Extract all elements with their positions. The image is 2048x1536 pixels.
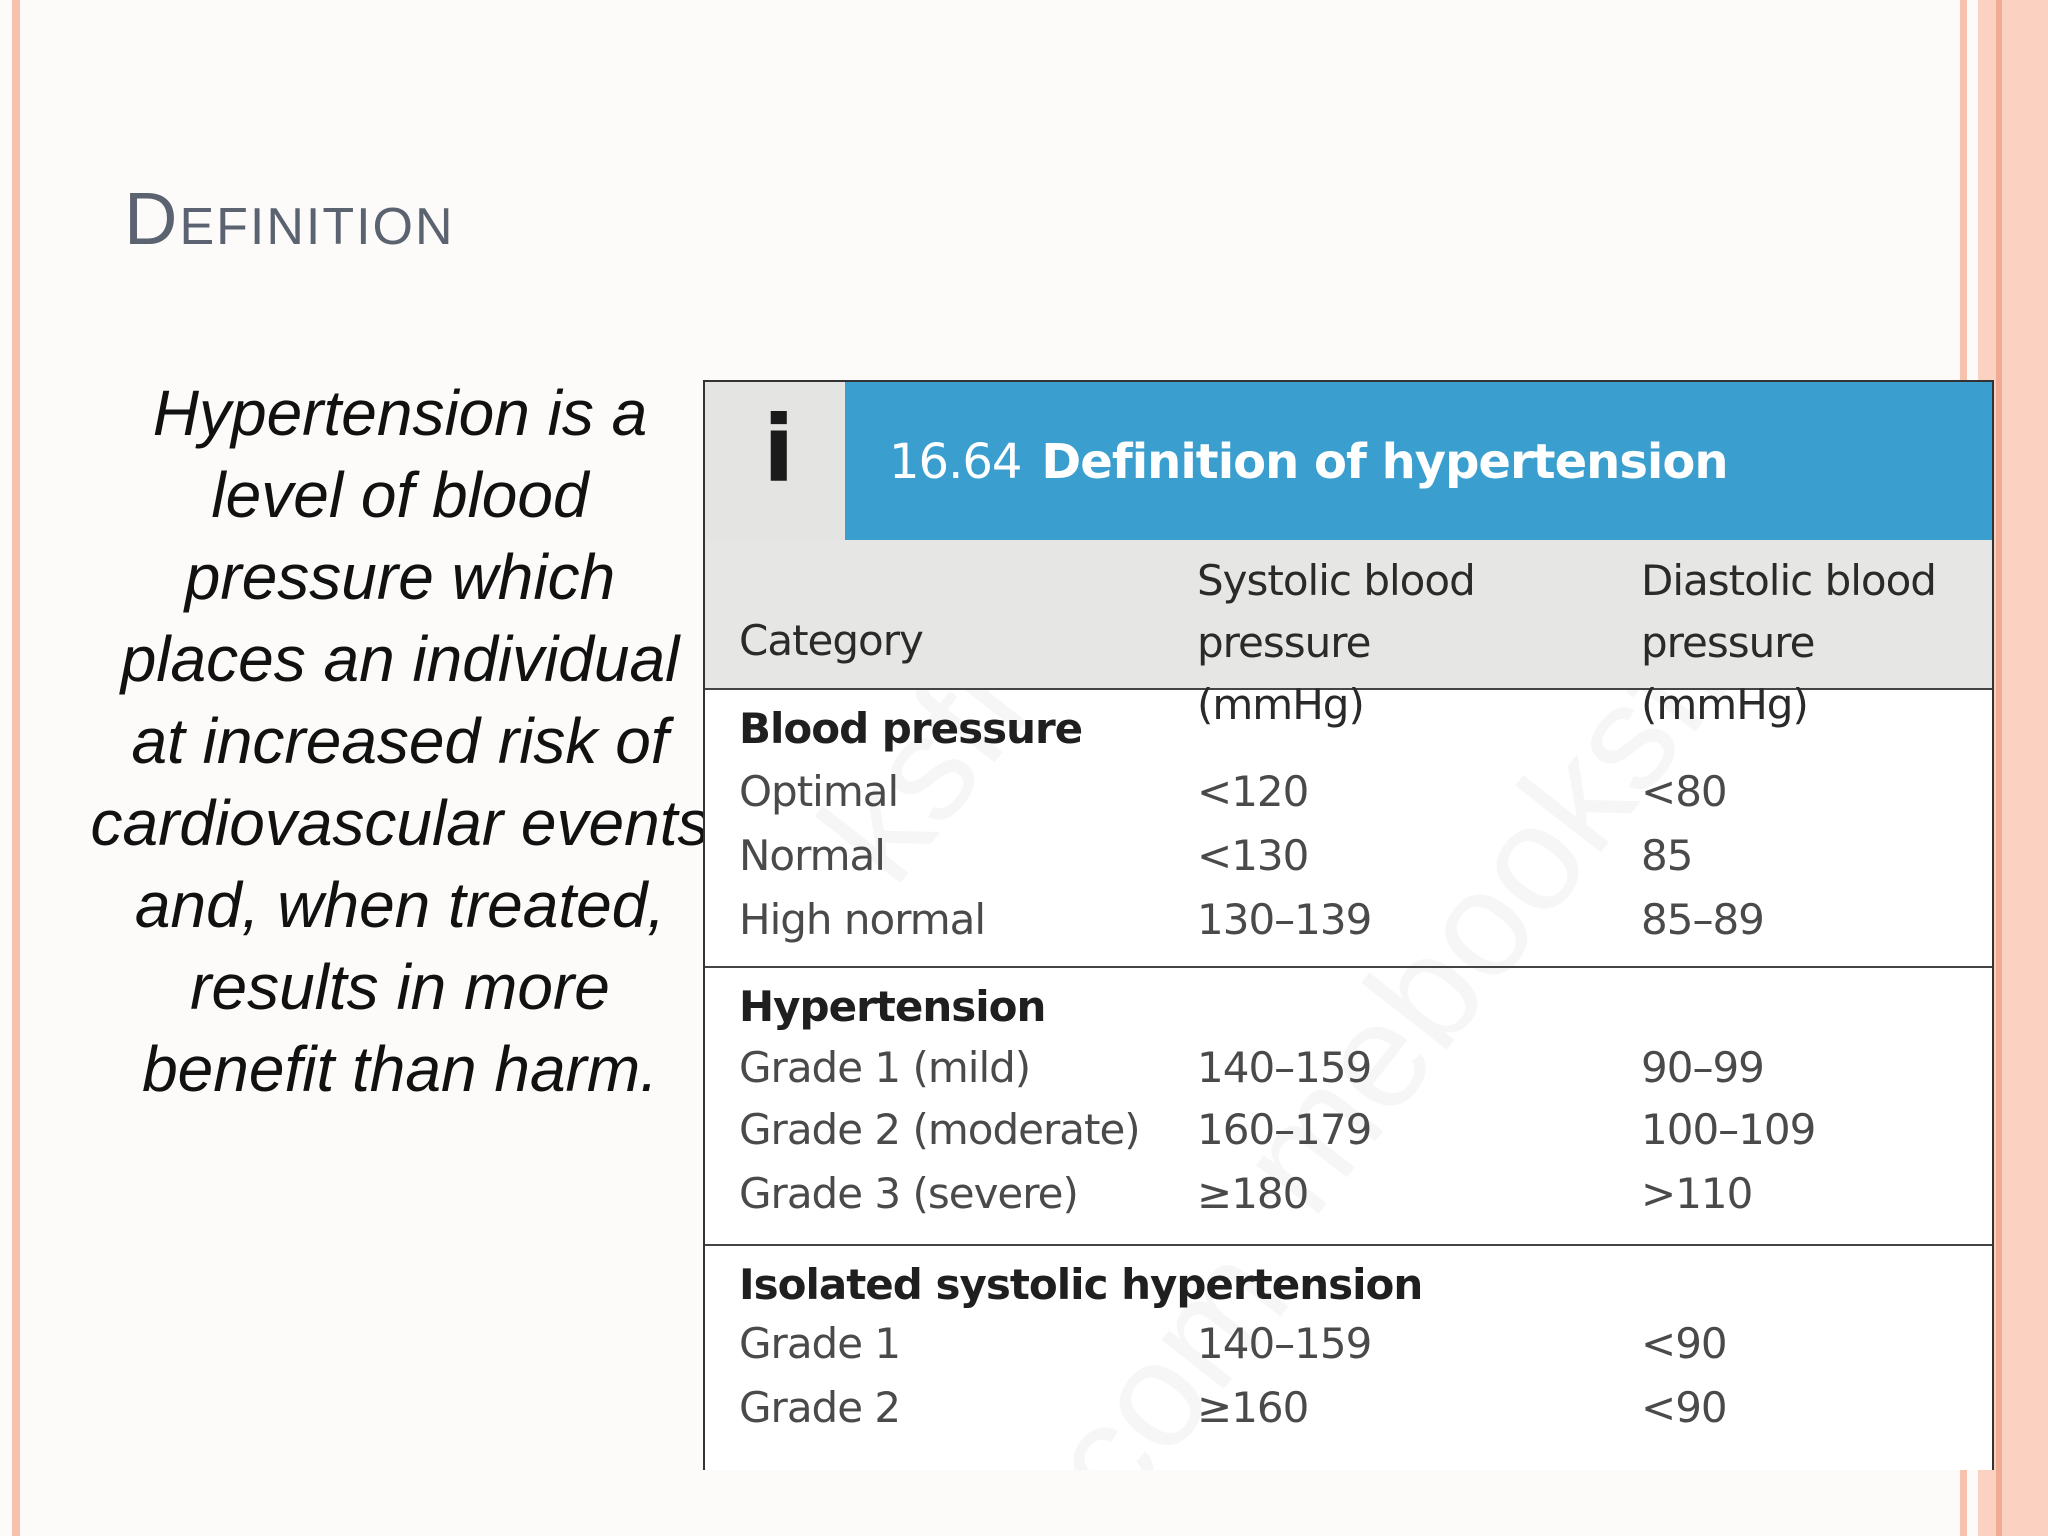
cell-category: Normal: [739, 831, 886, 880]
cell-diastolic: 90–99: [1641, 1043, 1765, 1092]
column-header-systolic: Systolic blood pressure (mmHg): [1197, 556, 1476, 729]
table-header-band: 16.64 Definition of hypertension: [845, 382, 1992, 540]
cell-category: Grade 3 (severe): [739, 1169, 1079, 1218]
hypertension-table: ksfree mebooksfree com i 16.64Definition…: [703, 380, 1994, 1470]
cell-diastolic: <90: [1641, 1383, 1728, 1432]
right-decorative-stripe-dark: [1996, 0, 2002, 1536]
slide-title: Definition: [124, 177, 455, 260]
info-icon: i: [763, 396, 795, 503]
cell-diastolic: <80: [1641, 767, 1728, 816]
table-row: Optimal <120 <80: [705, 760, 1992, 824]
left-decorative-stripe: [12, 0, 20, 1536]
table-number: 16.64: [889, 434, 1022, 490]
table-row: High normal 130–139 85–89: [705, 888, 1992, 952]
column-header-row: Category Systolic blood pressure (mmHg) …: [705, 540, 1992, 729]
cell-systolic: <130: [1197, 831, 1309, 880]
table-row: Normal <130 85: [705, 824, 1992, 888]
section-hypertension: Hypertension Grade 1 (mild) 140–159 90–9…: [705, 968, 1992, 1246]
cell-systolic: ≥180: [1197, 1169, 1309, 1218]
cell-diastolic: >110: [1641, 1169, 1753, 1218]
cell-diastolic: 85–89: [1641, 895, 1765, 944]
table-title-text: Definition of hypertension: [1041, 434, 1728, 490]
cell-diastolic: 85: [1641, 831, 1693, 880]
section-isolated-systolic: Isolated systolic hypertension Grade 1 1…: [705, 1246, 1992, 1470]
cell-category: Grade 2 (moderate): [739, 1105, 1141, 1154]
cell-category: Grade 2: [739, 1383, 901, 1432]
column-header-diastolic: Diastolic blood pressure (mmHg): [1641, 556, 1937, 729]
cell-systolic: 140–159: [1197, 1043, 1372, 1092]
slide-body-text: Hypertension is a level of blood pressur…: [90, 377, 710, 1105]
column-header-category: Category: [739, 616, 924, 665]
table-row: Grade 2 ≥160 <90: [705, 1376, 1992, 1440]
cell-category: High normal: [739, 895, 986, 944]
cell-systolic: 140–159: [1197, 1319, 1372, 1368]
cell-systolic: <120: [1197, 767, 1309, 816]
table-row: Grade 3 (severe) ≥180 >110: [705, 1162, 1992, 1226]
cell-systolic: ≥160: [1197, 1383, 1309, 1432]
cell-diastolic: 100–109: [1641, 1105, 1816, 1154]
table-title: 16.64 Definition of hypertension: [889, 434, 1729, 490]
cell-systolic: 160–179: [1197, 1105, 1372, 1154]
cell-systolic: 130–139: [1197, 895, 1372, 944]
section-title: Blood pressure: [739, 704, 1083, 753]
table-row: Grade 2 (moderate) 160–179 100–109: [705, 1098, 1992, 1162]
table-row: Grade 1 140–159 <90: [705, 1312, 1992, 1376]
table-row: Grade 1 (mild) 140–159 90–99: [705, 1036, 1992, 1100]
section-title: Isolated systolic hypertension: [739, 1260, 1423, 1309]
section-title: Hypertension: [739, 982, 1046, 1031]
section-blood-pressure: Blood pressure Optimal <120 <80 Normal <…: [705, 690, 1992, 968]
cell-diastolic: <90: [1641, 1319, 1728, 1368]
info-cell: i: [705, 382, 845, 540]
cell-category: Grade 1: [739, 1319, 901, 1368]
cell-category: Grade 1 (mild): [739, 1043, 1031, 1092]
cell-category: Optimal: [739, 767, 899, 816]
